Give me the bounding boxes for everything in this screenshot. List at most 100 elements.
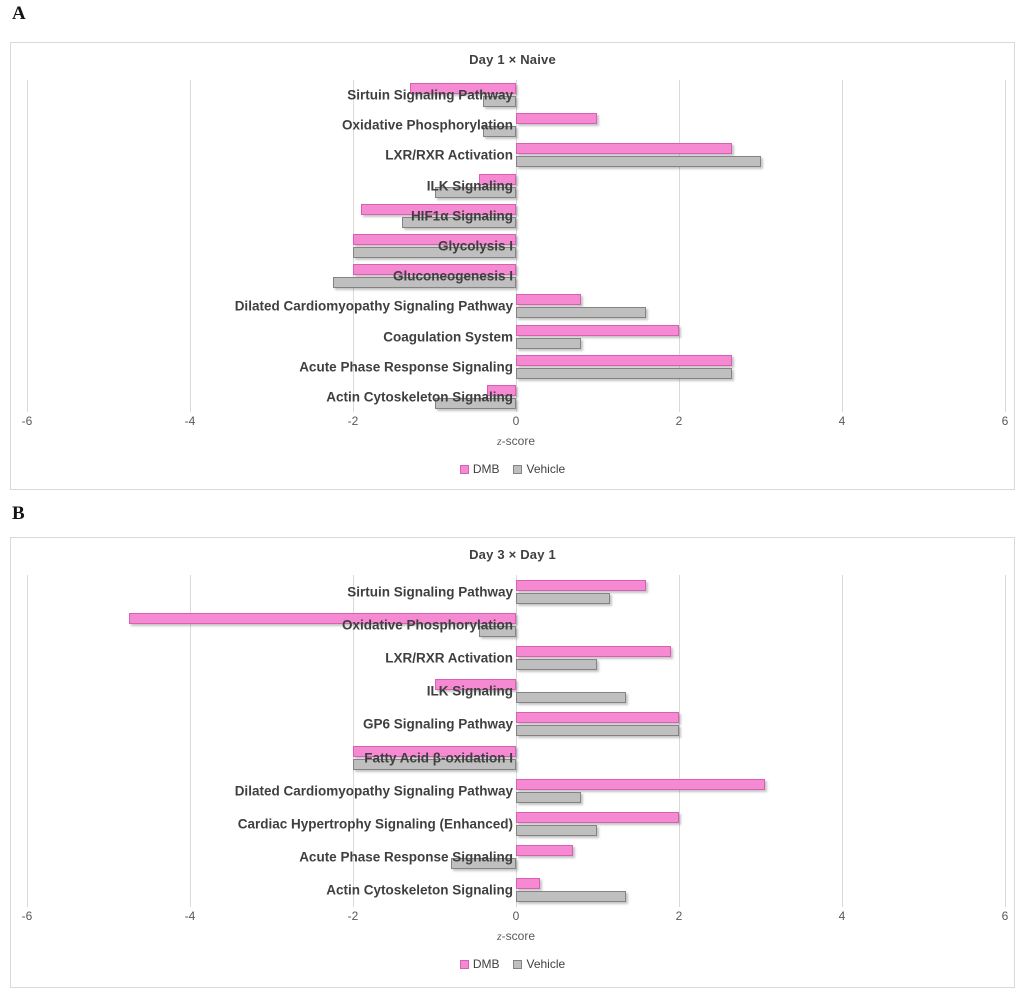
panel-a-chart: Day 1 × Naive Sirtuin Signaling Pathway O… (10, 42, 1015, 490)
x-tick-label: -2 (347, 414, 359, 428)
bar-dmb (410, 83, 516, 95)
bar-vehicle (516, 725, 679, 737)
x-tick-label: -4 (184, 909, 196, 923)
chart-row: Glycolysis I (27, 231, 1005, 261)
chart-b-legend: DMB Vehicle (11, 957, 1014, 971)
category-label: Acute Phase Response Signaling (299, 849, 513, 865)
category-label: Fatty Acid β-oxidation I (364, 750, 513, 766)
bar-vehicle (352, 758, 516, 770)
legend-item-vehicle: Vehicle (513, 957, 565, 971)
bar-vehicle (516, 307, 647, 319)
bar-dmb (516, 579, 647, 591)
bar-dmb (516, 294, 582, 306)
chart-a-plot-area: Sirtuin Signaling Pathway Oxidative Phosp… (27, 80, 1006, 412)
x-tick-label: -2 (347, 909, 359, 923)
bar-vehicle (434, 186, 516, 198)
category-label: GP6 Signaling Pathway (362, 716, 513, 732)
category-label: Glycolysis I (437, 238, 513, 254)
gridline (1005, 80, 1006, 412)
legend-label: DMB (472, 957, 500, 971)
bar-vehicle (516, 791, 582, 803)
category-label: LXR/RXR Activation (385, 147, 513, 163)
chart-row: Sirtuin Signaling Pathway (27, 80, 1005, 110)
panel-a-letter: A (12, 3, 26, 24)
gridline (678, 575, 680, 907)
bar-dmb (361, 203, 516, 215)
gridline (27, 575, 28, 907)
chart-row: Sirtuin Signaling Pathway (27, 575, 1005, 608)
bar-vehicle (516, 891, 627, 903)
chart-row: Actin Cytoskeleton Signaling (27, 382, 1005, 412)
chart-row: GP6 Signaling Pathway (27, 708, 1005, 741)
legend-swatch-vehicle (513, 959, 523, 969)
bar-dmb (516, 712, 679, 724)
bar-vehicle (516, 337, 582, 349)
category-label: Dilated Cardiomyopathy Signaling Pathway (234, 298, 513, 314)
legend-item-dmb: DMB (459, 462, 499, 476)
gridline (678, 80, 680, 412)
gridline (189, 80, 191, 412)
x-tick-label: -6 (21, 414, 33, 428)
legend-swatch-dmb (459, 464, 469, 474)
category-label: Oxidative Phosphorylation (341, 617, 513, 633)
bar-dmb (352, 745, 516, 757)
bar-dmb (516, 812, 679, 824)
bar-vehicle (516, 156, 761, 168)
chart-row: Actin Cytoskeleton Signaling (27, 874, 1005, 907)
chart-a-x-axis-ticks: -6 -4 -2 0 2 4 6 (22, 414, 1009, 429)
bar-dmb (516, 778, 765, 790)
panel-b-letter: B (12, 503, 25, 524)
chart-a-x-axis-label: z-score (496, 434, 535, 448)
bar-dmb (516, 845, 574, 857)
chart-row: LXR/RXR Activation (27, 140, 1005, 170)
chart-b-title: Day 3 × Day 1 (469, 547, 556, 562)
x-tick-label: -6 (21, 909, 33, 923)
bar-dmb (352, 264, 516, 276)
gridline (27, 80, 28, 412)
x-tick-label: 2 (675, 909, 683, 923)
chart-row: Acute Phase Response Signaling (27, 841, 1005, 874)
bar-dmb (516, 324, 679, 336)
chart-row: Dilated Cardiomyopathy Signaling Pathway (27, 774, 1005, 807)
bar-dmb (516, 113, 598, 125)
chart-row: Cardiac Hypertrophy Signaling (Enhanced) (27, 807, 1005, 840)
category-label: Actin Cytoskeleton Signaling (326, 882, 513, 898)
category-label: LXR/RXR Activation (385, 650, 513, 666)
category-label: Cardiac Hypertrophy Signaling (Enhanced) (237, 816, 513, 832)
chart-row: HIF1α Signaling (27, 201, 1005, 231)
bar-dmb (479, 173, 516, 185)
legend-label: Vehicle (526, 462, 566, 476)
legend-swatch-vehicle (513, 464, 523, 474)
bar-dmb (516, 143, 732, 155)
chart-b-x-axis-ticks: -6 -4 -2 0 2 4 6 (22, 909, 1009, 924)
category-label: Oxidative Phosphorylation (341, 117, 513, 133)
x-tick-label: 4 (838, 414, 846, 428)
bar-vehicle (516, 825, 598, 837)
chart-row: LXR/RXR Activation (27, 641, 1005, 674)
category-label: HIF1α Signaling (410, 208, 513, 224)
chart-row: Dilated Cardiomyopathy Signaling Pathway (27, 291, 1005, 321)
x-tick-label: 0 (512, 414, 520, 428)
chart-row: Oxidative Phosphorylation (27, 110, 1005, 140)
chart-row: Gluconeogenesis I (27, 261, 1005, 291)
x-tick-label: 4 (838, 909, 846, 923)
chart-row: ILK Signaling (27, 171, 1005, 201)
gridline (189, 575, 191, 907)
bar-dmb (516, 354, 732, 366)
gridline (1005, 575, 1006, 907)
legend-label: Vehicle (526, 957, 566, 971)
category-label: Dilated Cardiomyopathy Signaling Pathway (234, 783, 513, 799)
x-tick-label: 0 (512, 909, 520, 923)
gridline (352, 575, 354, 907)
chart-b-plot-area: Sirtuin Signaling Pathway Oxidative Phosp… (27, 575, 1006, 907)
bar-vehicle (516, 592, 610, 604)
chart-a-legend: DMB Vehicle (11, 462, 1014, 476)
chart-row: Acute Phase Response Signaling (27, 352, 1005, 382)
bar-vehicle (516, 367, 732, 379)
x-tick-label: 6 (1001, 414, 1009, 428)
bar-vehicle (483, 96, 516, 108)
bar-vehicle (450, 858, 516, 870)
bar-vehicle (483, 126, 516, 138)
bar-dmb (352, 234, 516, 246)
chart-row: Coagulation System (27, 322, 1005, 352)
